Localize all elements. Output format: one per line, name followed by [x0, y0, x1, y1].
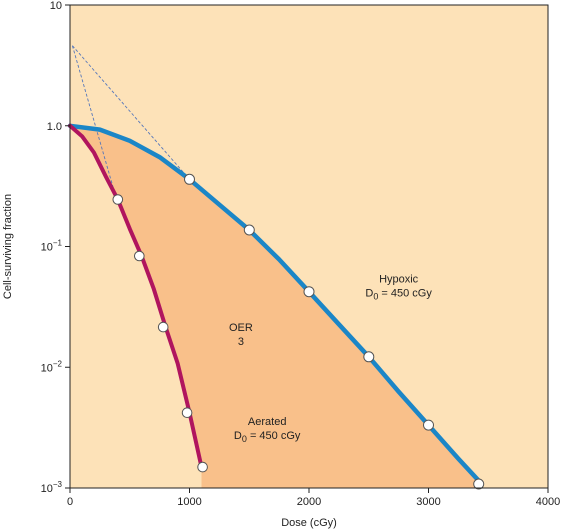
hypoxic-annotation-d0: D0 = 450 cGy	[365, 288, 432, 302]
hypoxic-data-point	[473, 478, 485, 490]
aerated-curve-line	[68, 123, 204, 470]
hypoxic-data-point	[243, 224, 255, 236]
oer-annotation-title: OER	[229, 322, 253, 334]
oer-region-fill	[70, 125, 479, 489]
oer-annotation: OER 3	[229, 322, 253, 348]
x-tick-label: 2000	[297, 496, 321, 508]
hypoxic-data-point	[423, 419, 434, 431]
data-points	[112, 173, 485, 490]
plot-area	[67, 4, 549, 490]
x-axis: 0 1000 2000 3000 4000	[67, 488, 560, 508]
y-axis-title: Cell-surviving fraction	[2, 194, 14, 299]
aerated-annotation-title: Aerated	[248, 416, 287, 428]
hypoxic-data-point	[184, 173, 195, 185]
hypoxic-annotation: Hypoxic D0 = 450 cGy	[365, 274, 432, 302]
y-tick-label: 10	[50, 0, 62, 12]
hypoxic-curve-line	[67, 123, 481, 483]
x-tick-label: 4000	[536, 496, 560, 508]
aerated-data-point	[112, 194, 124, 205]
y-tick-label: 10−3	[41, 480, 63, 495]
aerated-annotation: Aerated D0 = 450 cGy	[234, 416, 301, 444]
aerated-data-point	[181, 407, 193, 419]
x-tick-label: 3000	[416, 496, 440, 508]
y-tick-label: 10−2	[41, 359, 63, 374]
aerated-data-point	[157, 321, 169, 333]
extrapolation-line	[71, 45, 118, 200]
aerated-data-point	[197, 461, 208, 473]
x-axis-title: Dose (cGy)	[281, 517, 337, 529]
hypoxic-data-point	[363, 351, 375, 363]
x-tick-label: 0	[67, 496, 73, 508]
hypoxic-annotation-title: Hypoxic	[379, 274, 419, 286]
aerated-data-point	[134, 250, 145, 262]
y-axis: 10−3 10−2 10−1 1.0 10	[41, 0, 70, 495]
x-tick-label: 1000	[177, 496, 201, 508]
aerated-annotation-d0: D0 = 450 cGy	[234, 430, 301, 444]
y-tick-label: 1.0	[47, 121, 62, 133]
extrapolation-lines	[71, 45, 190, 200]
y-tick-label: 10−1	[41, 239, 63, 254]
oer-annotation-value: 3	[238, 336, 244, 348]
hypoxic-data-point	[303, 286, 315, 298]
